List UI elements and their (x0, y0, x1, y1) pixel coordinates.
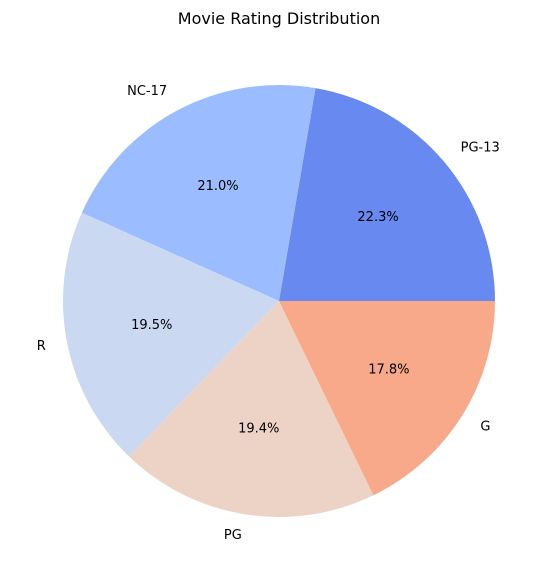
slice-percent-g: 17.8% (368, 362, 409, 377)
pie-slice-pg-13 (279, 88, 495, 301)
slice-label-pg-13: PG-13 (461, 140, 500, 155)
slice-percent-r: 19.5% (131, 318, 172, 333)
slice-label-nc-17: NC-17 (127, 84, 167, 99)
pie-slices (62, 84, 495, 518)
pie-labels: PG-13 22.3% NC-17 21.0% R 19.5% PG 19.4% G 17.8% (37, 84, 500, 543)
slice-percent-pg-13: 22.3% (357, 210, 398, 225)
slice-percent-pg: 19.4% (238, 422, 279, 437)
slice-percent-nc-17: 21.0% (197, 179, 238, 194)
pie-slice-nc-17 (81, 84, 316, 301)
slice-label-pg: PG (224, 528, 242, 543)
pie-slice-pg (129, 301, 374, 518)
chart-title: Movie Rating Distribution (178, 9, 380, 28)
slice-label-g: G (480, 420, 490, 435)
pie-slice-g (279, 301, 495, 496)
slice-label-r: R (37, 339, 46, 354)
pie-slice-r (62, 212, 280, 457)
